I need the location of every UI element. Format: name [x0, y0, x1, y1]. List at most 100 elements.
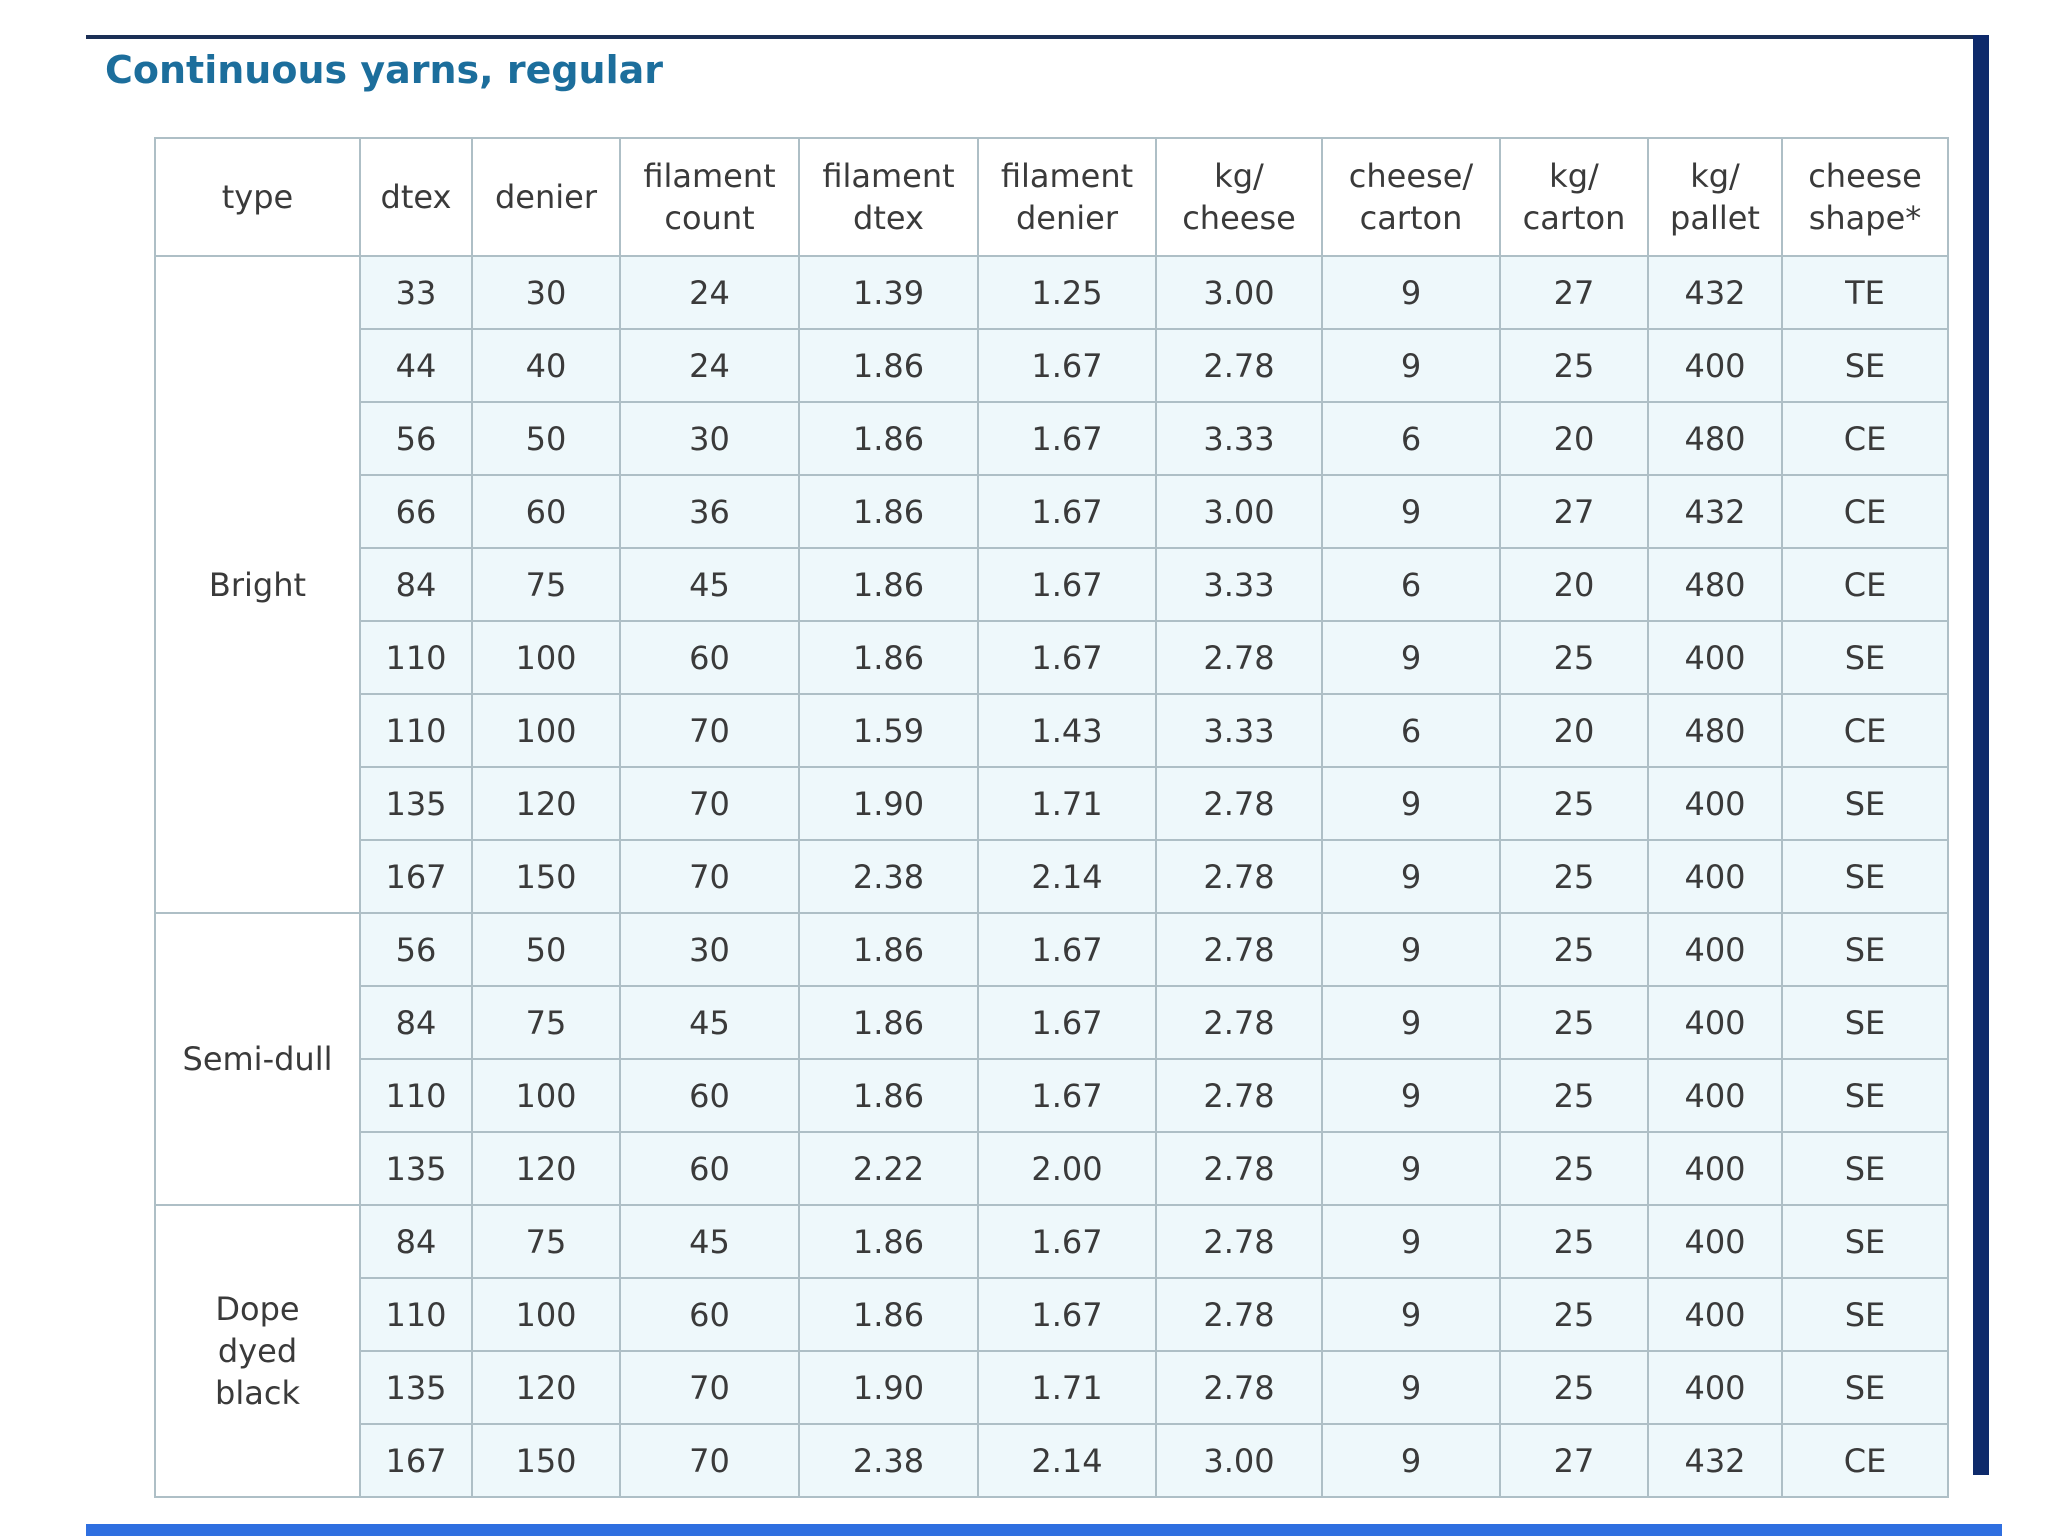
header-text: kg/ pallet	[1670, 157, 1760, 237]
cell: 150	[471, 839, 621, 914]
cell: 50	[471, 912, 621, 987]
cell: 1.86	[798, 912, 979, 987]
cell: 70	[619, 839, 800, 914]
cell: 40	[471, 328, 621, 403]
header-cell: kg/ pallet	[1647, 137, 1783, 257]
type-text: Bright	[208, 565, 307, 604]
cell: 432	[1647, 474, 1783, 549]
cell: CE	[1781, 401, 1949, 476]
cell: 25	[1499, 1204, 1649, 1279]
table-row: 84 75 45 1.86 1.67 2.78 9 25 400 SE	[155, 985, 1949, 1060]
cell: 1.86	[798, 547, 979, 622]
cell: SE	[1781, 839, 1949, 914]
cell: 45	[619, 547, 800, 622]
cell: 400	[1647, 985, 1783, 1060]
type-cell: Dope dyed black	[154, 1204, 361, 1498]
cell: 30	[619, 912, 800, 987]
header-row: type dtex denier filament count filament dte…	[154, 137, 1949, 257]
cell: CE	[1781, 474, 1949, 549]
cell: 1.39	[798, 255, 979, 330]
cell: 60	[619, 1277, 800, 1352]
cell: 400	[1647, 839, 1783, 914]
cell: 400	[1647, 912, 1783, 987]
cell: 9	[1321, 1131, 1501, 1206]
cell: 66	[359, 474, 473, 549]
cell: 33	[359, 255, 473, 330]
cell: 20	[1499, 401, 1649, 476]
cell: 400	[1647, 1058, 1783, 1133]
table-row: Bright 33 30 24 1.39 1.25 3.00 9 27 432 TE	[154, 255, 1949, 914]
cell: 45	[619, 985, 800, 1060]
cell: 6	[1321, 693, 1501, 768]
table-row: 66 60 36 1.86 1.67 3.00 9 27 432 CE	[155, 474, 1949, 549]
table-row: 167 150 70 2.38 2.14 3.00 9 27 432 CE	[155, 1423, 1949, 1498]
top-rule	[86, 35, 1974, 39]
header-cell: filament count	[619, 137, 800, 257]
cell: 27	[1499, 1423, 1649, 1498]
cell: 100	[471, 1277, 621, 1352]
cell: 56	[359, 401, 473, 476]
cell: 480	[1647, 401, 1783, 476]
cell: 27	[1499, 255, 1649, 330]
cell: 432	[1647, 1423, 1783, 1498]
cell: 25	[1499, 1058, 1649, 1133]
cell: 3.00	[1155, 474, 1323, 549]
cell: 25	[1499, 328, 1649, 403]
cell: 60	[619, 1131, 800, 1206]
cell: 3.00	[1155, 1423, 1323, 1498]
cell: 9	[1321, 1350, 1501, 1425]
table-body: Bright 33 30 24 1.39 1.25 3.00 9 27 432 TE 44 40 24 1.…	[154, 255, 1949, 1498]
cell: 110	[359, 1277, 473, 1352]
cell: 9	[1321, 985, 1501, 1060]
cell: CE	[1781, 1423, 1949, 1498]
header-cell: denier	[471, 137, 621, 257]
cell: 1.86	[798, 328, 979, 403]
cell: 9	[1321, 1423, 1501, 1498]
header-cell: dtex	[359, 137, 473, 257]
cell: 1.90	[798, 1350, 979, 1425]
table-row: Dope dyed black 84 75 45 1.86 1.67 2.78 9 25 400 S…	[154, 1204, 1949, 1498]
cell: 1.86	[798, 401, 979, 476]
type-text: Dope dyed black	[215, 1290, 300, 1412]
cell: 2.78	[1155, 1058, 1323, 1133]
cell: 400	[1647, 1204, 1783, 1279]
cell: CE	[1781, 693, 1949, 768]
cell: 1.86	[798, 985, 979, 1060]
cell: SE	[1781, 1131, 1949, 1206]
cell: SE	[1781, 328, 1949, 403]
cell: 1.71	[977, 766, 1157, 841]
cell: 24	[619, 328, 800, 403]
cell: 2.78	[1155, 1204, 1323, 1279]
cell: 27	[1499, 474, 1649, 549]
cell: 56	[359, 912, 473, 987]
header-text: filament denier	[1000, 157, 1134, 237]
cell: 9	[1321, 1204, 1501, 1279]
title: Continuous yarns, regular	[105, 48, 664, 92]
cell: 2.78	[1155, 766, 1323, 841]
cell: 9	[1321, 839, 1501, 914]
cell: 2.14	[977, 839, 1157, 914]
table-row: 167 150 70 2.38 2.14 2.78 9 25 400 SE	[155, 839, 1949, 914]
cell: 20	[1499, 547, 1649, 622]
cell: 25	[1499, 1350, 1649, 1425]
cell: 25	[1499, 839, 1649, 914]
cell: 25	[1499, 620, 1649, 695]
header-cell: kg/ carton	[1499, 137, 1649, 257]
cell: 150	[471, 1423, 621, 1498]
cell: 110	[359, 693, 473, 768]
cell: 1.71	[977, 1350, 1157, 1425]
cell: SE	[1781, 766, 1949, 841]
cell: 60	[471, 474, 621, 549]
header-cell: cheese/ carton	[1321, 137, 1501, 257]
cell: 1.43	[977, 693, 1157, 768]
cell: 480	[1647, 547, 1783, 622]
cell: 2.14	[977, 1423, 1157, 1498]
cell: 120	[471, 1350, 621, 1425]
side-bar	[1973, 35, 1989, 1475]
cell: 30	[471, 255, 621, 330]
cell: 2.78	[1155, 1131, 1323, 1206]
header-cell: filament dtex	[798, 137, 979, 257]
cell: 1.67	[977, 547, 1157, 622]
cell: 9	[1321, 912, 1501, 987]
